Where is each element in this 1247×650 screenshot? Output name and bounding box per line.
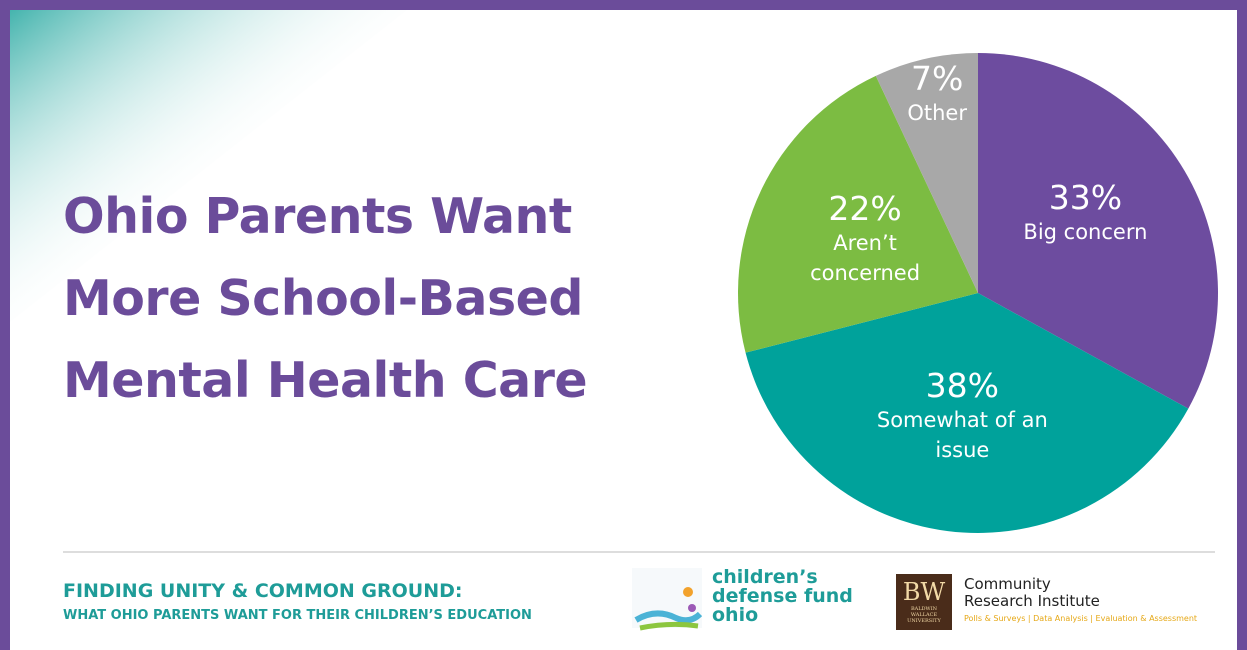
pie — [738, 53, 1219, 533]
category-label: Somewhat of an issue — [876, 407, 1048, 462]
category-label: Other — [907, 101, 967, 126]
cdf-line: defense fund — [712, 585, 853, 607]
category-label: Big concern — [1023, 220, 1148, 245]
frame-right — [1237, 0, 1247, 650]
footer-subheading: WHAT OHIO PARENTS WANT FOR THEIR CHILDRE… — [63, 608, 532, 623]
slice-label: 33% Big concern — [985, 179, 1185, 247]
pie-slice — [738, 75, 978, 353]
value-label: 38% — [925, 365, 1000, 405]
category-label: Aren’t concerned — [810, 230, 921, 285]
pie-slice — [875, 53, 978, 293]
bw-letters: BW — [902, 578, 946, 606]
pie-slice — [745, 293, 1189, 533]
bw-name-line: Research Institute — [964, 592, 1100, 610]
chart-title: Ohio Parents Want More School-Based Ment… — [63, 188, 588, 409]
doodle — [632, 568, 703, 631]
slice-label: 22% Aren’t concerned — [780, 188, 950, 288]
bw-mark: BW BALDWIN WALLACE UNIVERSITY — [896, 574, 952, 630]
cdf-logo: children’s defense fund ohio — [712, 568, 853, 625]
value-label: 7% — [910, 59, 964, 99]
frame-top — [0, 0, 1247, 10]
bw-tagline: Polls & Surveys | Data Analysis | Evalua… — [964, 614, 1198, 623]
pie-slice — [978, 53, 1219, 409]
slice-label: 38% Somewhat of an issue — [862, 365, 1062, 465]
cdf-line: children’s — [712, 566, 818, 588]
corner-gradient — [0, 0, 420, 330]
footer-heading: FINDING UNITY & COMMON GROUND: — [63, 580, 463, 602]
frame-left — [0, 0, 10, 650]
slice-label: 7% Other — [877, 60, 997, 128]
value-label: 22% — [828, 188, 902, 228]
bw-name-line: Community — [964, 575, 1051, 593]
bw-university: BALDWIN WALLACE UNIVERSITY — [907, 606, 941, 624]
cdf-line: ohio — [712, 604, 759, 626]
bw-name: Community Research Institute — [964, 576, 1100, 610]
value-label: 33% — [1048, 178, 1123, 218]
